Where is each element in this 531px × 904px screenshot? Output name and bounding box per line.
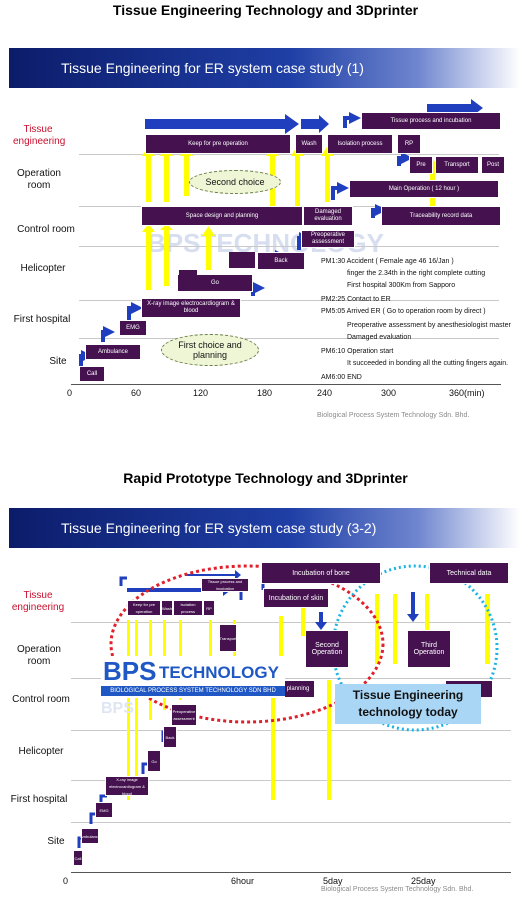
box-space-design: Space design and planning: [141, 206, 303, 226]
gridline: [79, 300, 499, 301]
tick-label: 0: [63, 876, 69, 886]
box-isolation-process: Isolation process: [327, 134, 393, 154]
time-axis: [71, 384, 501, 385]
tick-label: 25day: [411, 876, 436, 886]
time-axis: [71, 872, 511, 873]
box-call: Call: [73, 850, 83, 866]
gridline: [79, 338, 499, 339]
box-call: Call: [79, 366, 105, 382]
box-back: Back: [257, 252, 305, 270]
tick-label: 240: [317, 388, 333, 398]
row-label-operation-room: Operation room: [17, 644, 61, 667]
tick-label: 360(min): [449, 388, 485, 398]
box-xray: X-ray image electrocardiogram & blood: [141, 298, 241, 318]
row-label-tissue-engineering: Tissue engineering: [11, 590, 65, 613]
bottom-title: Rapid Prototype Technology and 3Dprinter: [123, 470, 408, 486]
tick-label: 180: [257, 388, 273, 398]
box-main-operation: Main Operation ( 12 hour ): [349, 180, 499, 198]
panel-1-banner: Tissue Engineering for ER system case st…: [9, 48, 520, 88]
tick-label: 120: [193, 388, 209, 398]
box-ambulance: Ambulance: [80, 828, 100, 844]
note-line: Preoperative assessment by anesthesiolog…: [347, 322, 511, 329]
box-technical-data: Technical data: [429, 562, 509, 584]
row-label-helicopter: Helicopter: [20, 263, 66, 274]
box-small: [179, 270, 197, 290]
panel-2-banner: Tissue Engineering for ER system case st…: [9, 508, 520, 548]
case-study-panel-1: Tissue Engineering for ER system case st…: [9, 38, 520, 430]
note-line: PM5:05 Arrived ER ( Go to operation room…: [321, 308, 486, 315]
gridline: [79, 246, 499, 247]
row-label-first-hospital: First hospital: [10, 794, 68, 805]
note-line: finger the 2.34th in the right complete …: [347, 270, 486, 277]
bps-logo-tech: TECHNOLOGY: [159, 663, 279, 682]
row-label-first-hospital: First hospital: [13, 314, 71, 325]
case-study-panel-2: Tissue Engineering for ER system case st…: [9, 504, 520, 900]
gridline: [71, 730, 511, 731]
note-line: First hospital 300Km from Sapporo: [347, 282, 456, 289]
top-title: Tissue Engineering Technology and 3Dprin…: [112, 2, 419, 18]
box-keep-pre-operation: Keep for pre operation: [127, 600, 161, 616]
box-transport: Transport: [219, 624, 237, 652]
note-line: AM6:00 END: [321, 374, 362, 381]
cloud-second-choice: Second choice: [189, 170, 281, 194]
row-label-control-room: Control room: [12, 694, 70, 705]
bps-logo-main: BPS: [103, 656, 157, 686]
row-label-helicopter: Helicopter: [18, 746, 64, 757]
note-line: Damaged evaluation: [347, 334, 412, 341]
gridline: [71, 622, 511, 623]
note-line: PM2:25 Contact to ER: [321, 296, 391, 303]
box-preoperative-assessment: Preoperative assessment: [171, 704, 197, 726]
tick-label: 60: [131, 388, 142, 398]
box-emg: EMG: [95, 802, 113, 818]
row-label-tissue-engineering: Tissue engineering: [13, 124, 66, 147]
box-back: Back: [163, 726, 177, 748]
box-wash: Wash: [161, 600, 173, 616]
box-pre: Pre: [409, 156, 433, 174]
box-traceability: Traceability record data: [381, 206, 501, 226]
box-second-operation: Second Operation: [305, 630, 349, 668]
gridline: [71, 780, 511, 781]
box-go: Go: [147, 750, 161, 772]
box-rp: RP: [203, 600, 215, 616]
cloud-first-choice: First choice and planning: [161, 334, 259, 366]
box-tissue-process-incubation: Tissue process and incubation: [201, 578, 249, 592]
box-incubation-bone: Incubation of bone: [261, 562, 381, 584]
box-keep-pre-operation: Keep for pre operation: [145, 134, 291, 154]
panel-1-footer: Biological Process System Technology Sdn…: [317, 412, 470, 419]
gridline: [71, 822, 511, 823]
box-xray: X-ray image electrocardiogram & blood: [105, 776, 149, 796]
box-planning: planning: [281, 680, 315, 698]
note-line: PM6:10 Operation start: [321, 348, 394, 355]
tick-label: 5day: [323, 876, 343, 886]
highlight-label: Tissue Engineering technology today: [335, 684, 481, 724]
note-line: PM1:30 Accident ( Female age 46 16/Jan ): [321, 258, 454, 265]
box-post: Post: [481, 156, 505, 174]
gridline: [79, 154, 499, 155]
bps-logo: BPS TECHNOLOGY BIOLOGICAL PROCESS SYSTEM…: [101, 656, 285, 698]
box-rp: RP: [397, 134, 421, 154]
row-label-site: Site: [49, 356, 67, 367]
box-damaged-evaluation: Damaged evaluation: [303, 206, 353, 226]
row-label-site: Site: [47, 836, 65, 847]
box-preoperative-assessment: Preoperative assessment: [301, 230, 355, 248]
box-third-operation: Third Operation: [407, 630, 451, 668]
bps-logo-ghost: BPS: [101, 700, 134, 717]
box-tissue-process-incubation: Tissue process and incubation: [361, 112, 501, 130]
tick-label: 0: [67, 388, 73, 398]
box-wash: Wash: [295, 134, 323, 154]
box-emg: EMG: [119, 320, 147, 336]
bps-logo-sub: BIOLOGICAL PROCESS SYSTEM TECHNOLOGY SDN…: [101, 686, 285, 696]
note-line: It succeeded in bonding all the cutting …: [347, 360, 509, 367]
tick-label: 300: [381, 388, 397, 398]
gridline: [71, 678, 511, 679]
panel-2-footer: Biological Process System Technology Sdn…: [321, 886, 474, 893]
tick-label: 6hour: [231, 876, 255, 886]
row-label-control-room: Control room: [17, 224, 75, 235]
box-transport: Transport: [435, 156, 479, 174]
box-small-helicopter: [229, 252, 255, 268]
box-ambulance: Ambulance: [85, 344, 141, 360]
row-label-operation-room: Operation room: [17, 168, 61, 191]
box-isolation-process: Isolation process: [173, 600, 203, 616]
box-incubation-skin: Incubation of skin: [263, 588, 329, 608]
